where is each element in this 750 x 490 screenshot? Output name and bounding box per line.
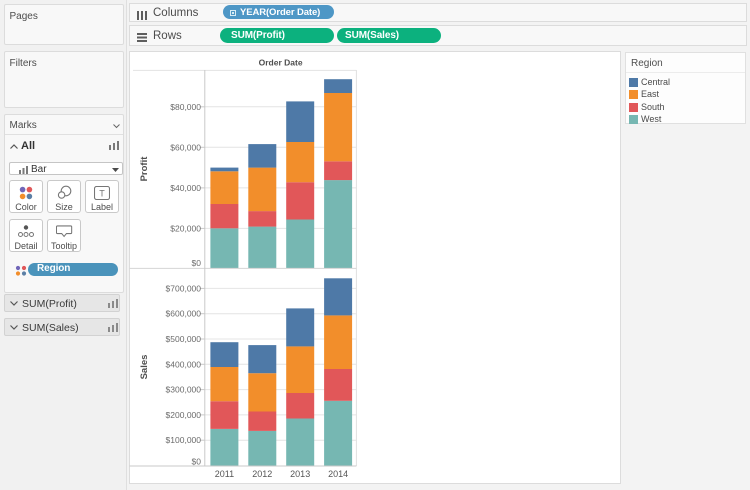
- svg-text:$100,000: $100,000: [166, 435, 202, 445]
- svg-text:$400,000: $400,000: [166, 359, 202, 369]
- svg-text:Order Date: Order Date: [259, 58, 303, 68]
- svg-text:$80,000: $80,000: [170, 102, 201, 112]
- svg-text:$0: $0: [192, 258, 202, 268]
- svg-text:T: T: [99, 189, 105, 199]
- svg-text:Profit: Profit: [139, 156, 150, 182]
- svg-text:$200,000: $200,000: [166, 410, 202, 420]
- svg-text:$500,000: $500,000: [166, 334, 202, 344]
- svg-text:$60,000: $60,000: [170, 142, 201, 152]
- svg-text:2012: 2012: [252, 469, 272, 479]
- svg-text:$20,000: $20,000: [170, 223, 201, 233]
- svg-text:$300,000: $300,000: [166, 385, 202, 395]
- svg-text:$600,000: $600,000: [166, 309, 202, 319]
- svg-text:2013: 2013: [290, 469, 310, 479]
- svg-text:Sales: Sales: [139, 355, 150, 380]
- svg-text:2011: 2011: [215, 469, 234, 479]
- svg-text:$0: $0: [192, 457, 202, 467]
- svg-text:2014: 2014: [328, 469, 348, 479]
- svg-text:$40,000: $40,000: [170, 183, 201, 193]
- svg-text:$700,000: $700,000: [166, 283, 202, 293]
